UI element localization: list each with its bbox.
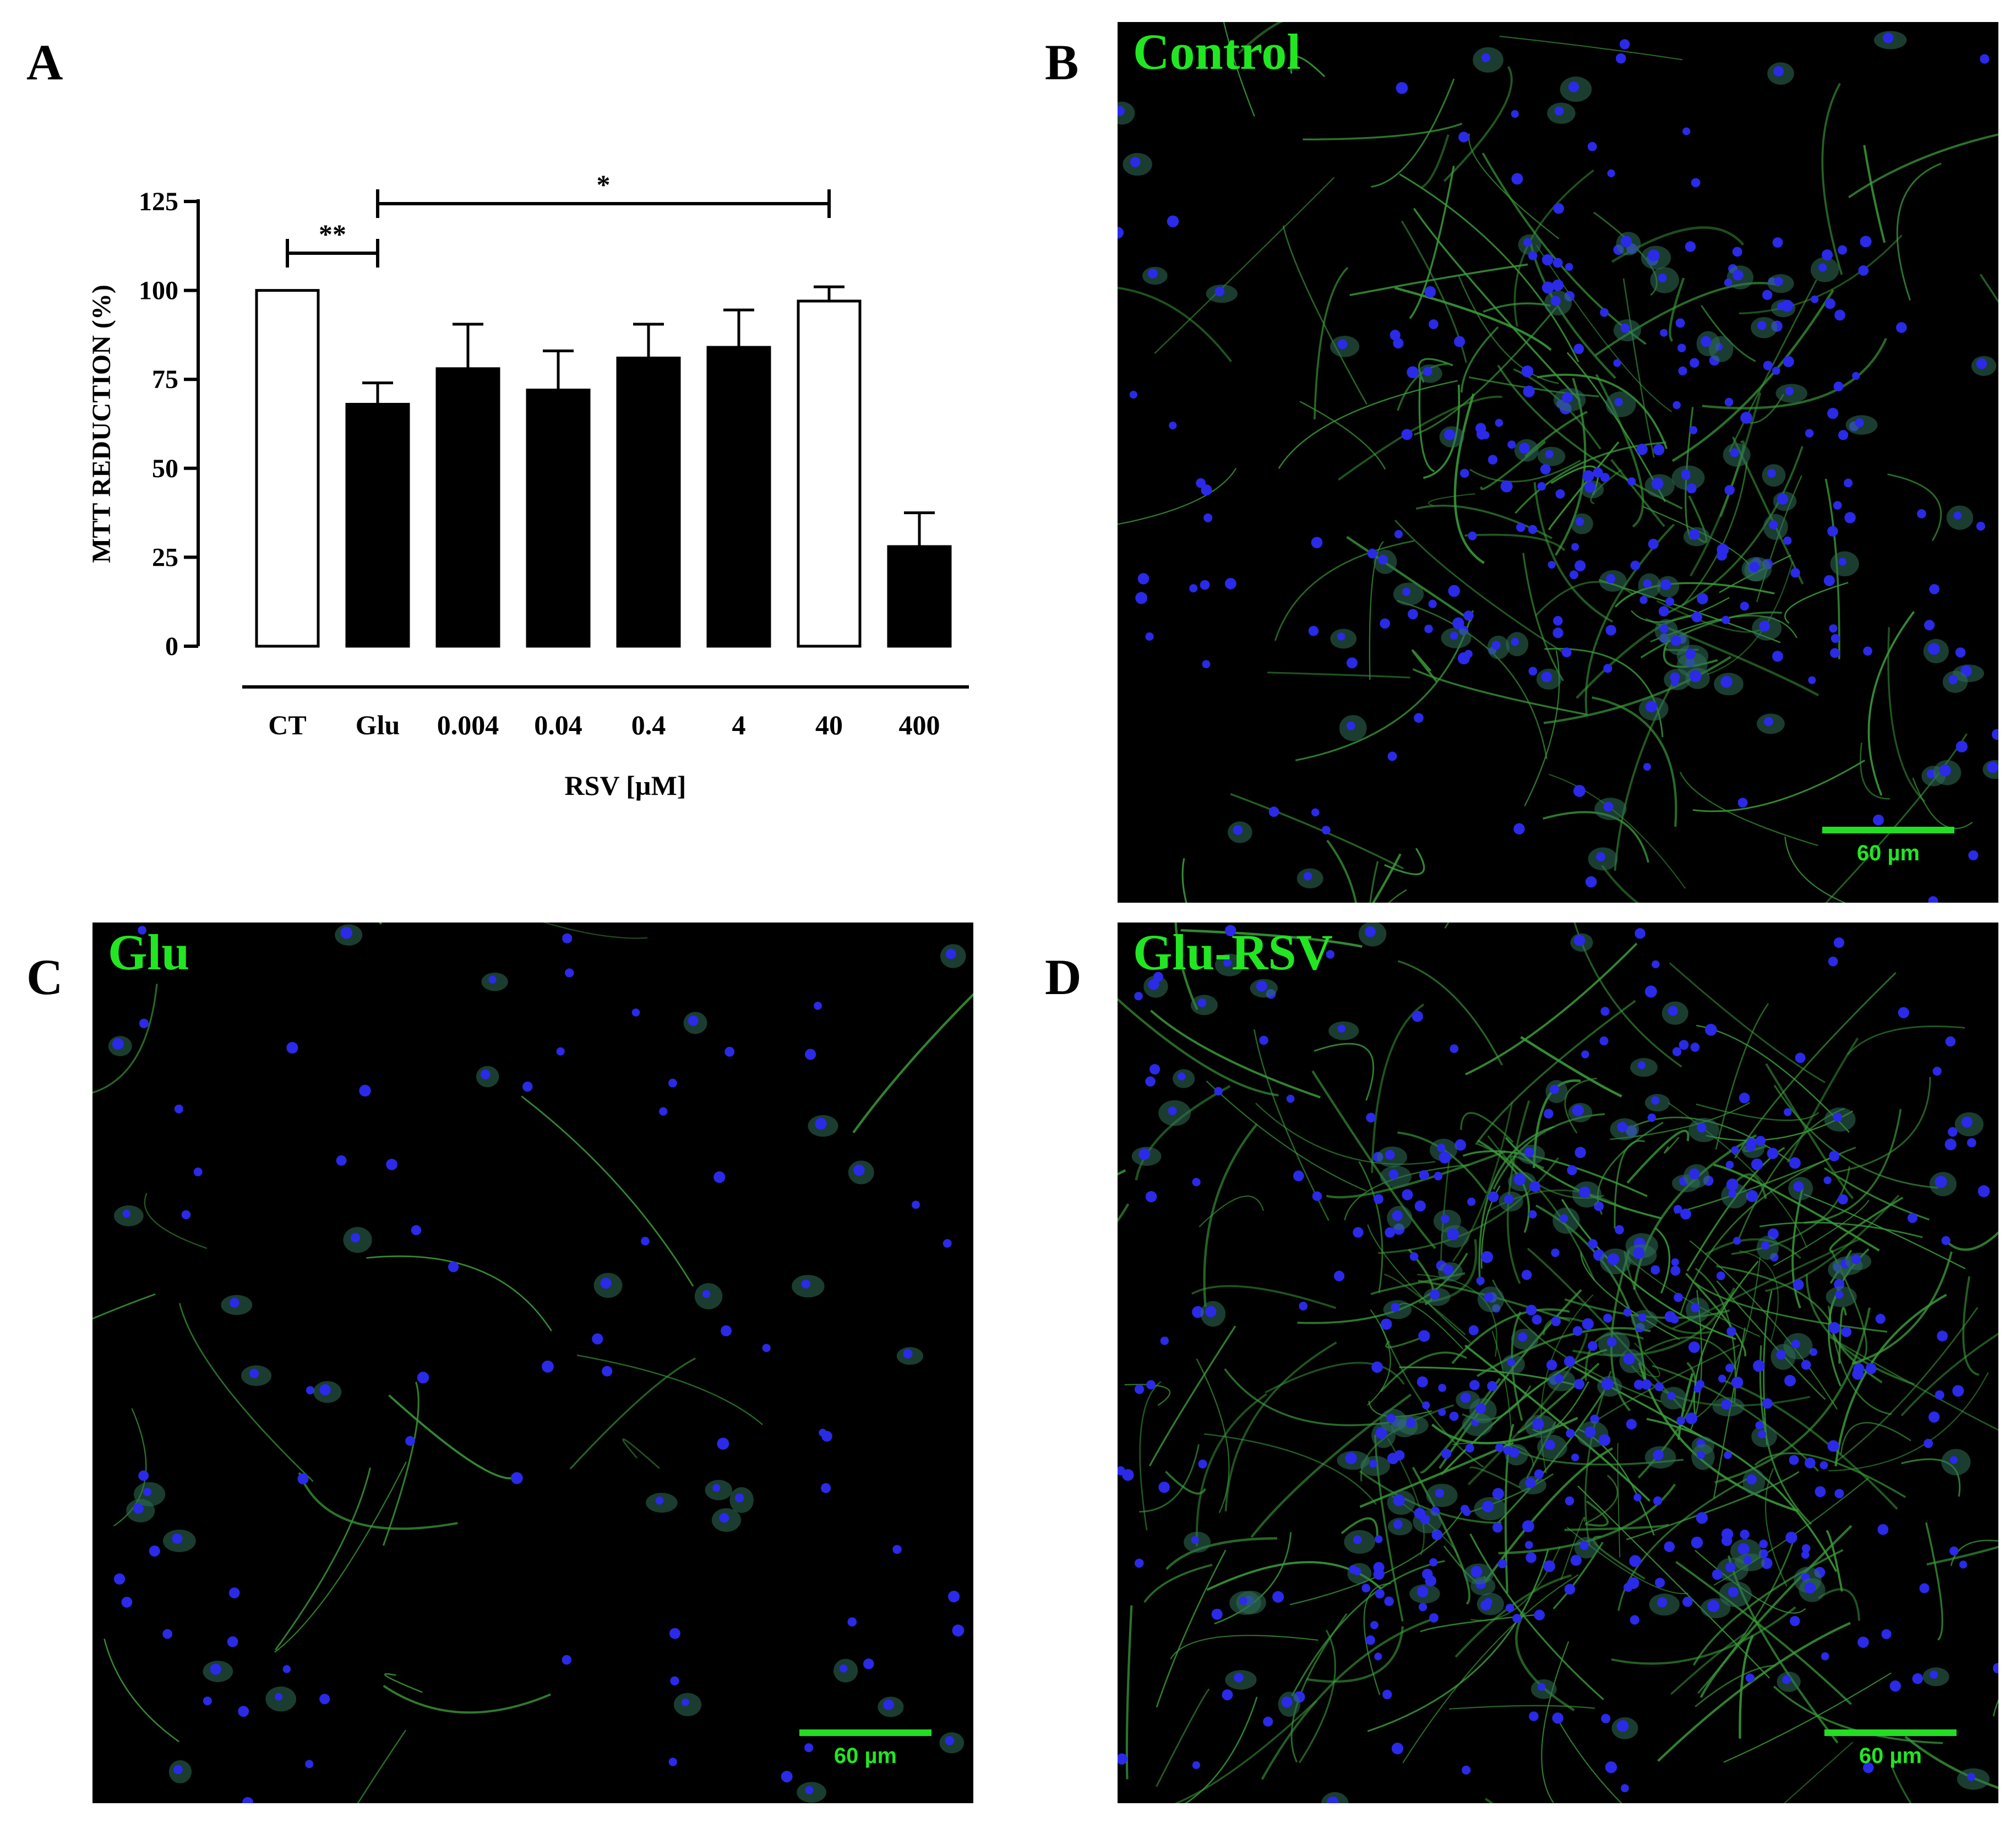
micrograph-glu-image bbox=[92, 923, 973, 1803]
micrograph-glu-rsv-label: Glu-RSV bbox=[1133, 924, 1333, 980]
y-tick-label: 100 bbox=[139, 276, 178, 305]
x-tick-label: 4 bbox=[732, 709, 746, 740]
bar-400 bbox=[887, 545, 952, 648]
significance-label: ** bbox=[319, 219, 346, 249]
neurite-layer bbox=[1118, 22, 1998, 903]
scale-bar-control bbox=[1822, 827, 1954, 833]
scale-label-glu-rsv: 60 µm bbox=[1859, 1744, 1922, 1768]
x-tick-label: 0.004 bbox=[437, 709, 499, 740]
micrograph-glu-label: Glu bbox=[108, 924, 190, 980]
micrograph-glu: Glu 60 µm bbox=[92, 923, 973, 1803]
nuclei-layer bbox=[1118, 923, 1998, 1803]
panel-letter-b: B bbox=[1045, 34, 1079, 90]
bar-CT bbox=[255, 289, 320, 648]
micrograph-control-label: Control bbox=[1133, 24, 1301, 80]
micrograph-glu-rsv: Glu-RSV 60 µm bbox=[1118, 923, 1998, 1803]
panel-letter-c: C bbox=[26, 949, 63, 1005]
x-axis-label: RSV [µM] bbox=[565, 770, 686, 801]
scale-label-control: 60 µm bbox=[1856, 841, 1920, 865]
nuclei-layer bbox=[1118, 31, 1998, 903]
x-tick-label: CT bbox=[268, 709, 306, 740]
mtt-bar-chart: 0 25 50 75 100 125 MTT REDUCTION (%) CT Glu 0.004… bbox=[87, 169, 969, 801]
significance-label: * bbox=[597, 169, 611, 200]
scale-bar-glu-rsv bbox=[1824, 1729, 1957, 1736]
x-tick-label: 0.04 bbox=[534, 709, 582, 740]
panel-letter-a: A bbox=[26, 34, 63, 90]
bar-0.4 bbox=[616, 356, 681, 648]
x-tick-label: 40 bbox=[815, 709, 843, 740]
panel-letter-d: D bbox=[1045, 949, 1082, 1005]
y-axis-label: MTT REDUCTION (%) bbox=[87, 285, 116, 563]
bar-4 bbox=[706, 346, 771, 648]
bar-0.04 bbox=[526, 389, 591, 648]
bar-40 bbox=[797, 299, 862, 648]
x-tick-label: 0.4 bbox=[631, 709, 666, 740]
neurite-layer bbox=[1118, 923, 1998, 1803]
y-tick-label: 50 bbox=[152, 454, 178, 483]
micrograph-glu-rsv-image bbox=[1118, 923, 1998, 1803]
y-tick-label: 0 bbox=[165, 632, 178, 661]
x-tick-label: Glu bbox=[356, 709, 400, 740]
x-tick-label: 400 bbox=[899, 709, 940, 740]
micrograph-control: Control 60 µm bbox=[1118, 22, 1998, 903]
scale-bar-glu bbox=[799, 1729, 931, 1736]
scale-label-glu: 60 µm bbox=[833, 1744, 897, 1768]
nuclei-layer bbox=[108, 924, 966, 1803]
y-tick-label: 125 bbox=[139, 187, 178, 216]
micrograph-control-image bbox=[1118, 22, 1998, 903]
y-tick-label: 25 bbox=[152, 543, 178, 572]
bar-Glu bbox=[345, 402, 410, 648]
y-tick-label: 75 bbox=[152, 365, 178, 394]
bar-0.004 bbox=[435, 367, 500, 648]
